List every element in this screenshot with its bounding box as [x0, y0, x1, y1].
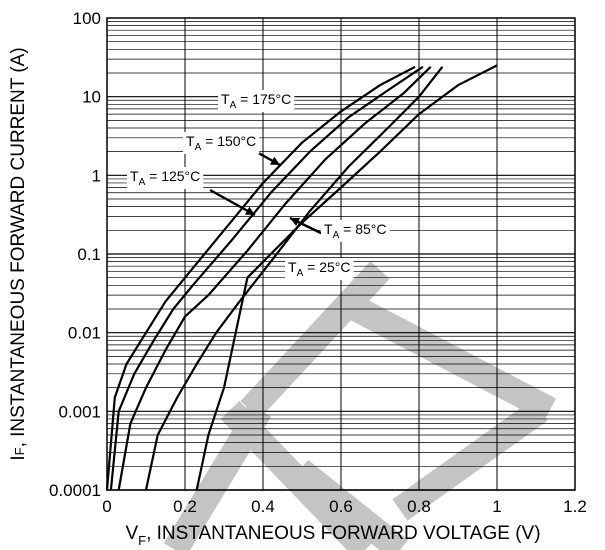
annotation-symbol: T [288, 259, 297, 275]
x-tick-labels: 0 0.2 0.4 0.6 0.8 1 1.2 [102, 497, 587, 516]
annotation-label-1: TA = 175°C [221, 91, 291, 111]
annotation-label-group: TA = 175°C [218, 90, 295, 112]
annotation-background [218, 90, 295, 112]
annotation-symbol: T [221, 91, 230, 107]
annotation-text: = 175°C [236, 91, 291, 107]
y-tick-label: 0.001 [58, 402, 101, 421]
x-axis-title-subscript: F [138, 533, 146, 548]
annotation-background [285, 258, 354, 280]
series-curve-2 [109, 65, 424, 491]
x-tick-label: 0.2 [173, 497, 197, 516]
annotation-text: = 125°C [145, 168, 200, 184]
x-tick-label: 0.8 [407, 497, 431, 516]
annotation-background [321, 220, 390, 242]
x-tick-label: 1.2 [563, 497, 587, 516]
x-axis-title-symbol: V [125, 523, 138, 544]
x-axis-title-text: , INSTANTANEOUS FORWARD VOLTAGE (V) [146, 523, 540, 544]
series-curve-3 [117, 66, 432, 491]
y-tick-label: 0.01 [68, 324, 101, 343]
y-axis-title-symbol: I [8, 455, 29, 460]
series-curve-5 [195, 64, 498, 491]
grid-lines [106, 18, 576, 491]
annotation-symbol: T [186, 133, 195, 149]
annotation-subscript: A [139, 177, 146, 188]
annotation-label-3: TA = 125°C [130, 168, 200, 188]
series-curve-1 [105, 65, 416, 491]
annotation-labels: TA = 175°CTA = 150°CTA = 125°CTA = 85°CT… [127, 90, 390, 280]
x-tick-label: 0.4 [251, 497, 275, 516]
x-axis-title: VF, INSTANTANEOUS FORWARD VOLTAGE (V) [125, 523, 540, 548]
annotation-label-group: TA = 85°C [321, 220, 390, 242]
y-axis-title-subscript: F [12, 447, 27, 455]
annotation-label-2: TA = 150°C [186, 133, 256, 153]
watermark-stroke [333, 288, 557, 422]
annotation-subscript: A [230, 100, 237, 111]
annotation-text: = 150°C [201, 133, 256, 149]
annotation-label-group: TA = 25°C [285, 258, 354, 280]
y-axis-title-text: , INSTANTANEOUS FORWARD CURRENT (A) [8, 47, 29, 447]
annotation-background [183, 132, 260, 154]
y-tick-label: 100 [73, 9, 101, 28]
annotation-arrowhead [290, 217, 301, 226]
annotation-subscript: A [297, 268, 304, 279]
x-tick-label: 0 [102, 497, 111, 516]
annotation-symbol: T [324, 221, 333, 237]
x-tick-label: 0.6 [329, 497, 353, 516]
annotation-symbol: T [130, 168, 139, 184]
series-curves [105, 64, 498, 491]
annotation-label-4: TA = 85°C [324, 221, 386, 241]
watermark-stroke [291, 459, 409, 550]
annotation-background [127, 167, 204, 189]
annotation-label-5: TA = 25°C [288, 259, 350, 279]
annotation-subscript: A [333, 230, 340, 241]
annotation-subscript: A [195, 142, 202, 153]
y-axis-title: IF, INSTANTANEOUS FORWARD CURRENT (A) [8, 47, 29, 460]
annotation-text: = 25°C [303, 259, 350, 275]
y-tick-label: 10 [82, 88, 101, 107]
annotation-arrowhead [244, 206, 255, 215]
annotation-label-group: TA = 125°C [127, 167, 204, 189]
plot-frame [106, 17, 576, 491]
annotation-label-group: TA = 150°C [183, 132, 260, 154]
series-curve-4 [144, 66, 444, 491]
y-tick-label: 0.1 [77, 245, 101, 264]
x-tick-label: 1 [492, 497, 501, 516]
y-tick-labels: 100 10 1 0.1 0.01 0.001 0.0001 [49, 9, 101, 500]
y-tick-label: 1 [92, 166, 101, 185]
annotation-arrowhead [269, 156, 280, 165]
watermark-stroke [392, 399, 548, 521]
annotation-text: = 85°C [339, 221, 386, 237]
y-tick-label: 0.0001 [49, 481, 101, 500]
